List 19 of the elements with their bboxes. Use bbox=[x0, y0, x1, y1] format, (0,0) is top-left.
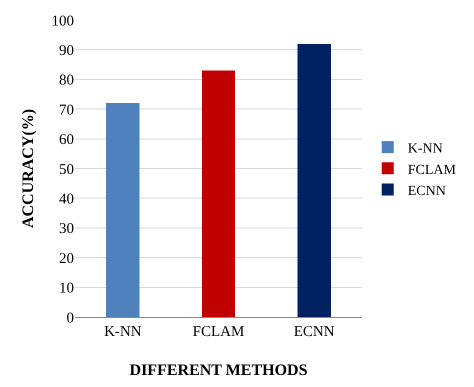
y-tick-label: 100 bbox=[52, 13, 74, 30]
legend-label: FCLAM bbox=[408, 162, 457, 178]
y-tick-label: 60 bbox=[59, 132, 74, 148]
y-tick-label: 90 bbox=[59, 42, 74, 59]
y-axis-title: ACCURACY(%) bbox=[20, 108, 37, 228]
x-tick-label: ECNN bbox=[294, 324, 335, 340]
y-tick-label: 50 bbox=[59, 162, 74, 178]
y-tick-label: 40 bbox=[59, 191, 74, 208]
y-tick-label: 30 bbox=[59, 221, 74, 238]
y-tick-label: 20 bbox=[59, 250, 74, 267]
y-tick-label: 0 bbox=[66, 310, 74, 326]
x-axis-title: DIFFERENT METHODS bbox=[130, 362, 308, 379]
legend-label: K-NN bbox=[408, 142, 443, 157]
legend-label: ECNN bbox=[408, 184, 446, 199]
y-tick-label: 80 bbox=[59, 72, 74, 89]
x-tick-label: FCLAM bbox=[192, 324, 244, 340]
y-tick-label: 70 bbox=[59, 102, 74, 118]
x-tick-label: K-NN bbox=[104, 324, 142, 340]
y-tick-label: 10 bbox=[59, 280, 74, 297]
